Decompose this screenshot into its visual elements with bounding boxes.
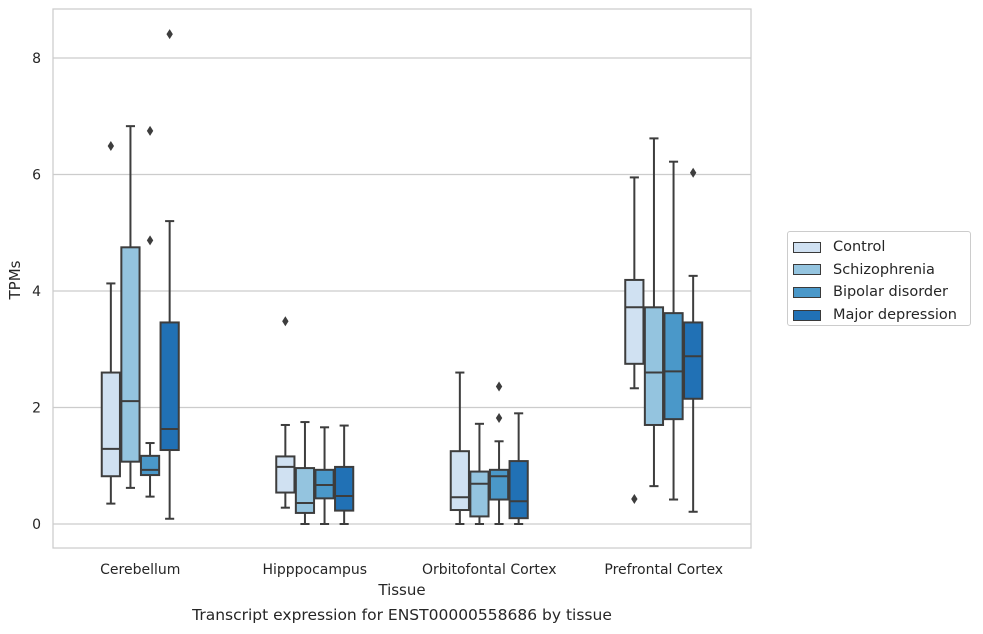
outlier-point (107, 140, 115, 151)
y-tick-label: 4 (32, 284, 41, 300)
outlier-point (146, 125, 154, 136)
box-plot (334, 424, 355, 525)
legend-swatch (793, 241, 821, 253)
box-iqr (508, 460, 529, 520)
y-tick-label: 6 (32, 168, 41, 184)
box-iqr (624, 278, 645, 365)
legend-item-schizophrenia: Schizophrenia (793, 259, 970, 282)
x-tick-label: Orbitofontal Cortex (422, 562, 557, 578)
box-iqr (643, 306, 665, 426)
plot-frame (52, 8, 752, 549)
legend-item-control: Control (793, 236, 970, 259)
box-plot (314, 426, 335, 525)
outlier-point (689, 167, 697, 178)
box-plot (275, 316, 296, 509)
box-iqr (294, 467, 316, 514)
x-tick-label: Prefrontal Cortex (604, 562, 723, 578)
box-iqr (449, 450, 470, 512)
box-iqr (663, 312, 684, 421)
legend-item-major-depression: Major depression (793, 304, 970, 327)
y-axis-title: TPMs (6, 260, 24, 300)
box-plot (449, 371, 470, 525)
legend-label: Bipolar disorder (833, 284, 948, 301)
figure-caption: Transcript expression for ENST0000055868… (192, 606, 612, 624)
y-tick-labels: 0 2 4 6 8 (32, 51, 41, 533)
x-axis-title: Tissue (377, 581, 425, 599)
box-iqr (469, 470, 490, 518)
box-iqr (488, 468, 510, 501)
box-plot (139, 125, 161, 498)
outlier-point (495, 412, 503, 423)
legend-swatch (793, 286, 821, 298)
outlier-point (495, 381, 503, 392)
box-plot (294, 421, 316, 525)
legend-swatch (793, 264, 821, 276)
box-iqr (139, 454, 161, 477)
box-iqr (334, 465, 355, 512)
legend-label: Control (833, 239, 886, 256)
box-plot (488, 381, 510, 525)
outlier-point (166, 29, 173, 40)
box-plot (469, 422, 490, 525)
y-tick-label: 8 (32, 51, 41, 67)
x-tick-label: Cerebellum (100, 562, 180, 578)
box-iqr (683, 321, 704, 400)
outlier-point (146, 235, 154, 246)
x-tick-labels: Cerebellum Hipppocampus Orbitofontal Corte… (100, 562, 723, 578)
legend-label: Schizophrenia (833, 261, 935, 278)
box-plot (508, 412, 529, 525)
y-tick-label: 0 (32, 517, 41, 533)
box-plot (159, 29, 180, 520)
legend-item-bipolar-disorder: Bipolar disorder (793, 281, 970, 304)
outlier-point (631, 493, 638, 504)
box-iqr (275, 455, 296, 494)
box-iqr (100, 371, 121, 478)
legend-swatch (793, 309, 821, 321)
box-plot (663, 160, 684, 501)
box-plot (624, 176, 645, 504)
y-tick-label: 2 (32, 401, 41, 417)
legend-label: Major depression (833, 307, 957, 324)
box-plot (100, 140, 121, 505)
box-plot (120, 125, 141, 489)
legend: Control Schizophrenia Bipolar disorder M… (787, 231, 971, 326)
box-plot (683, 167, 704, 513)
x-tick-label: Hipppocampus (262, 562, 367, 578)
box-iqr (120, 246, 141, 463)
box-iqr (159, 321, 180, 452)
outlier-point (282, 316, 289, 327)
box-groups (100, 29, 704, 525)
box-plot (643, 137, 665, 488)
